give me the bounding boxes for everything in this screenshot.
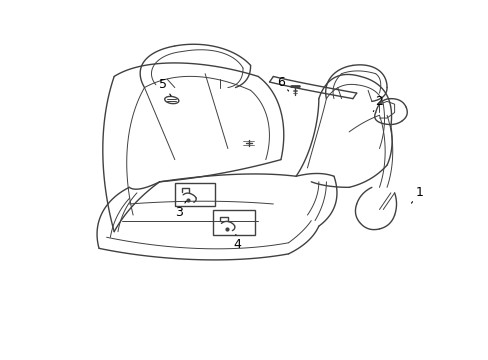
Text: 5: 5: [159, 78, 171, 96]
Bar: [175, 184, 214, 206]
Text: 3: 3: [174, 201, 186, 219]
Text: 4: 4: [233, 234, 241, 251]
Text: 2: 2: [372, 95, 383, 112]
Text: 6: 6: [276, 76, 288, 91]
Bar: [213, 210, 255, 235]
Text: 1: 1: [410, 186, 422, 203]
